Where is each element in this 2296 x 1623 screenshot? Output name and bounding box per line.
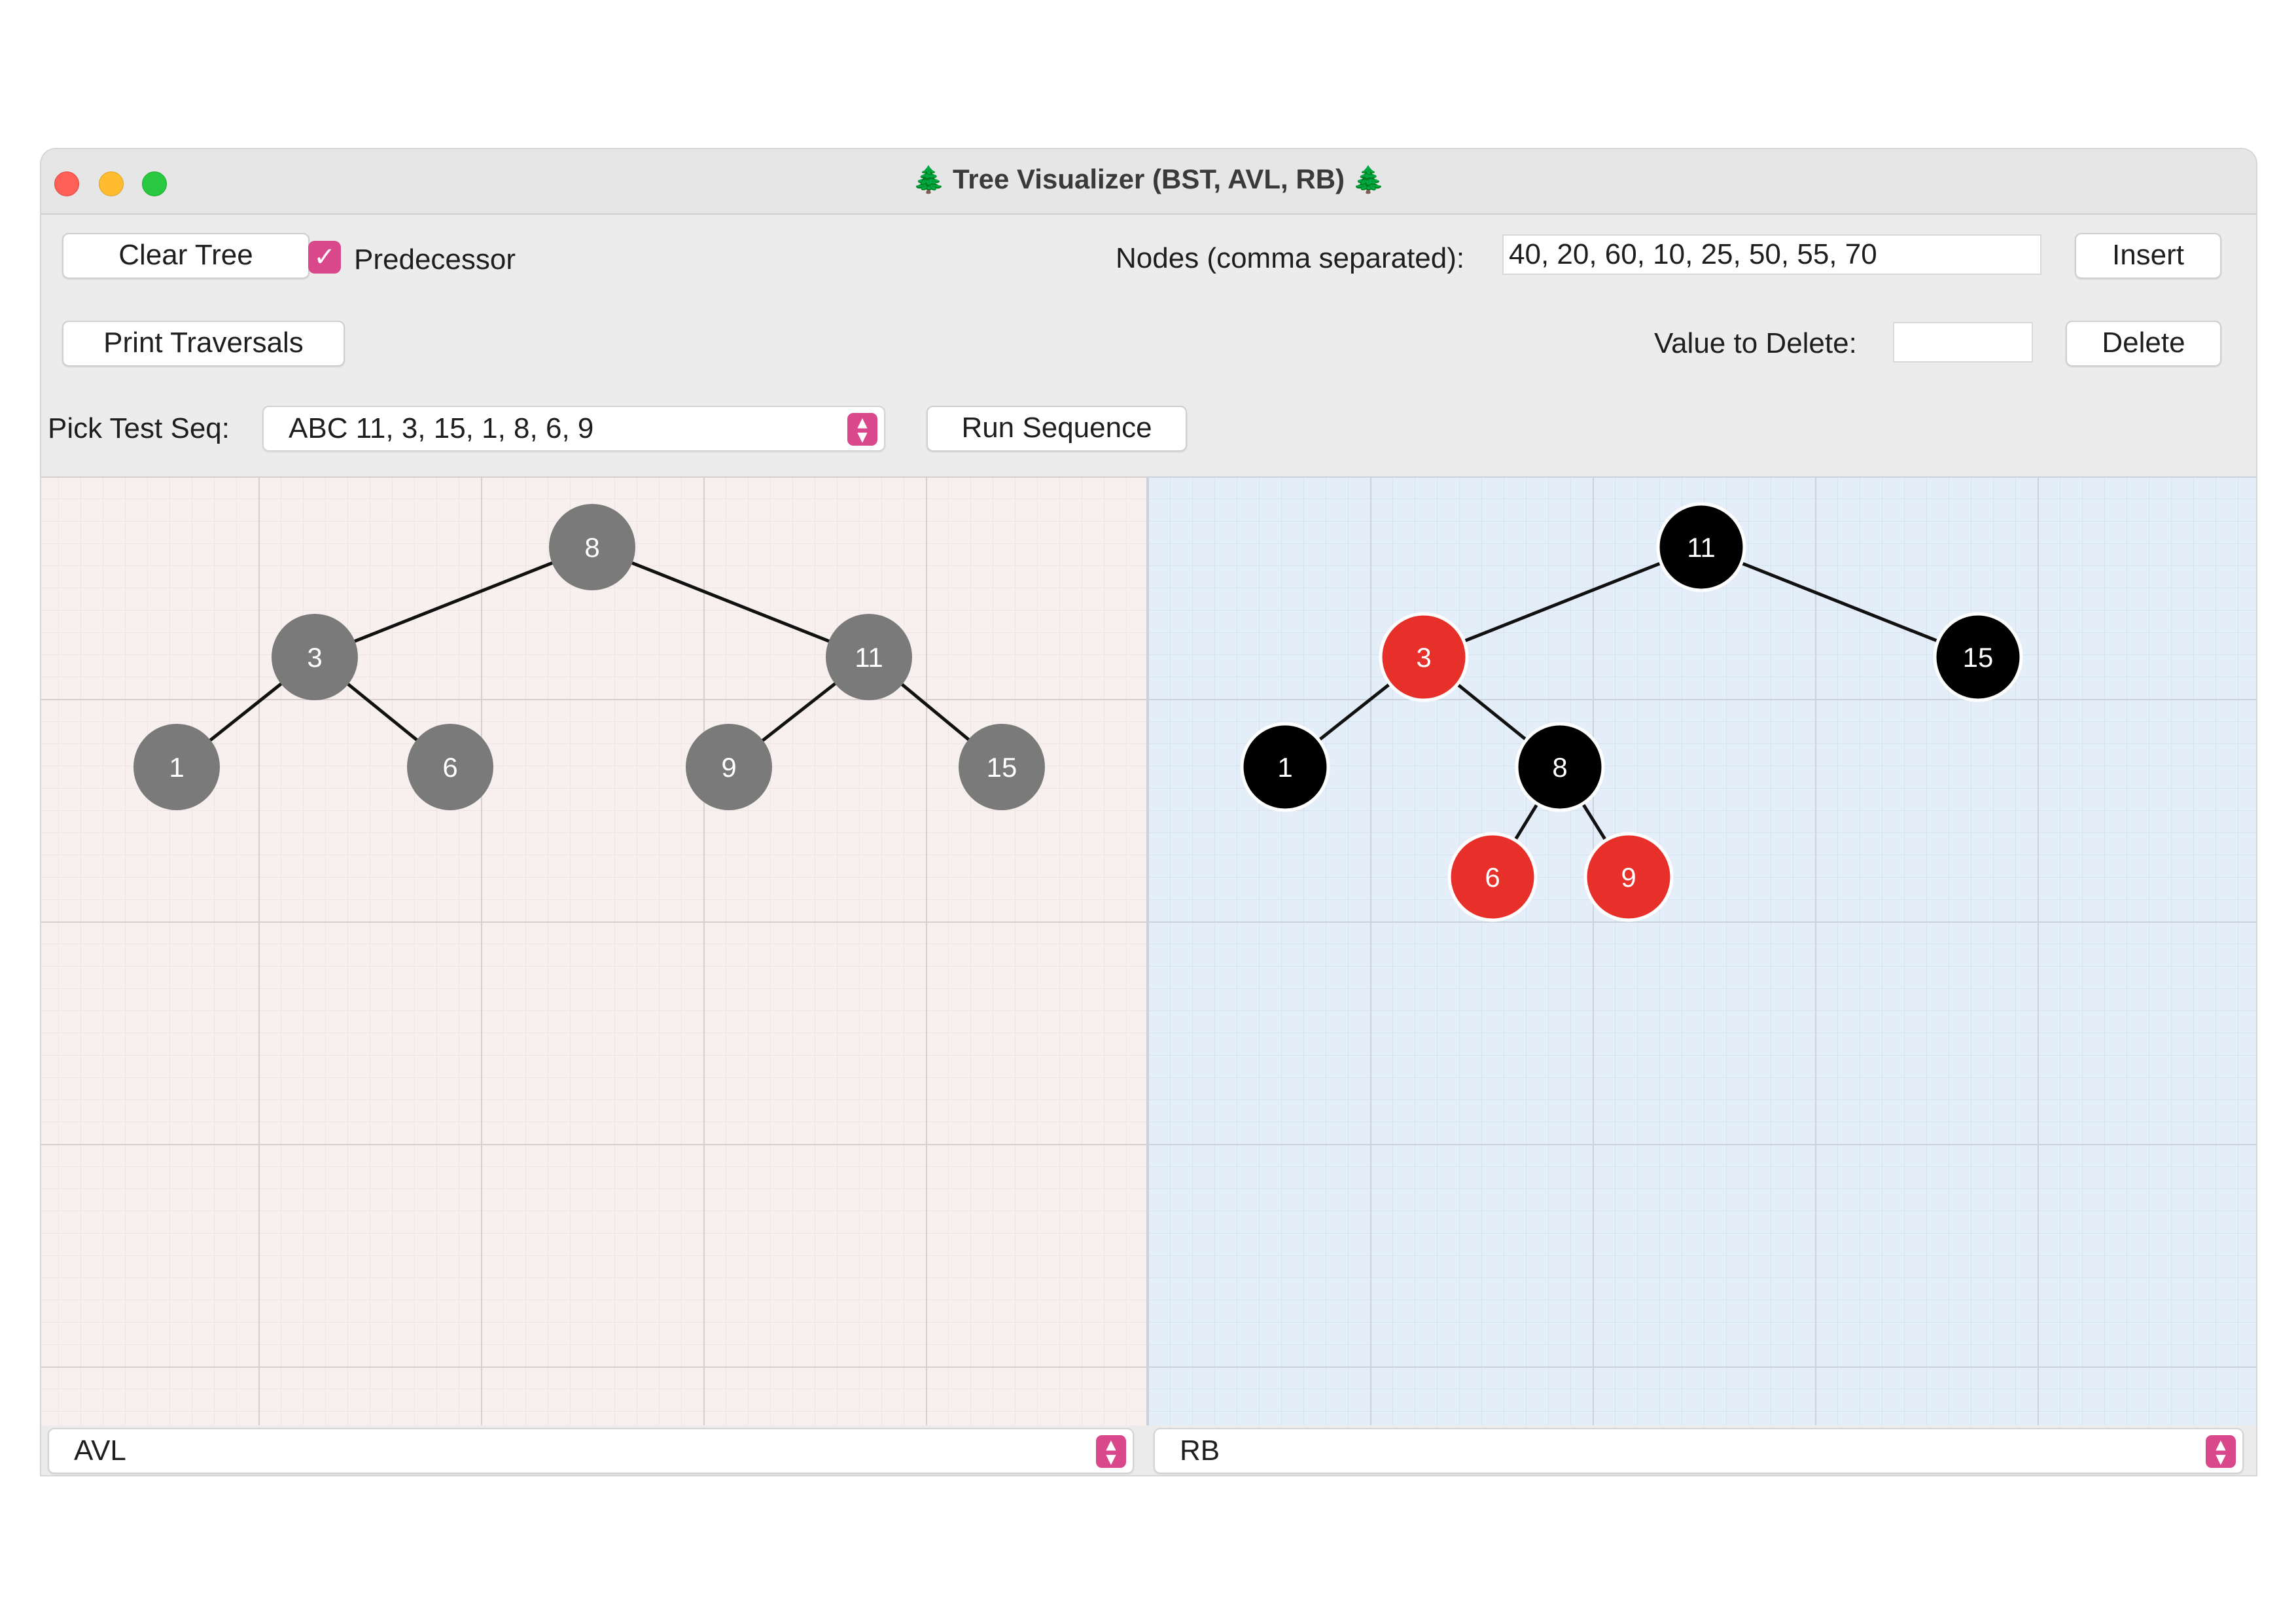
avl-node-circle <box>959 724 1045 810</box>
avl-node-circle <box>407 724 493 810</box>
rb-node-11[interactable]: 11 <box>1656 502 1746 592</box>
avl-node-label: 15 <box>987 752 1017 783</box>
right-tree-canvas[interactable]: 11 3 15 1 8 6 9 <box>1146 476 2256 1425</box>
rb-node-8[interactable]: 8 <box>1515 722 1605 812</box>
tree-icon: 🌲 <box>912 166 945 194</box>
rb-edge-r11-r15 <box>1701 545 1979 659</box>
window-title: 🌲 Tree Visualizer (BST, AVL, RB) 🌲 <box>41 164 2256 195</box>
rb-node-circle <box>1240 722 1330 812</box>
minimize-window-button[interactable] <box>99 171 124 196</box>
clear-tree-button[interactable]: Clear Tree <box>62 233 309 279</box>
avl-node-label: 11 <box>855 642 883 673</box>
avl-node-label: 1 <box>169 752 184 783</box>
rb-node-circle <box>1933 612 2023 702</box>
avl-node-8[interactable]: 8 <box>549 504 635 590</box>
avl-node-circle <box>133 724 220 810</box>
print-traversals-button[interactable]: Print Traversals <box>62 321 345 366</box>
avl-node-1[interactable]: 1 <box>133 724 220 810</box>
rb-node-circle <box>1656 502 1746 592</box>
select-stepper-icon: ▲ ▼ <box>847 413 877 446</box>
rb-node-label: 9 <box>1621 862 1636 893</box>
rb-node-circle <box>1447 832 1538 922</box>
insert-button[interactable]: Insert <box>2075 233 2221 279</box>
delete-button[interactable]: Delete <box>2066 321 2221 366</box>
avl-node-15[interactable]: 15 <box>959 724 1045 810</box>
predecessor-checkbox[interactable]: ✓ <box>308 241 341 274</box>
rb-node-circle <box>1515 722 1605 812</box>
rb-node-15[interactable]: 15 <box>1933 612 2023 702</box>
avl-node-circle <box>272 614 358 700</box>
left-tree-type-value: AVL <box>74 1435 126 1467</box>
rb-node-6[interactable]: 6 <box>1447 832 1538 922</box>
avl-edge-n8-n3 <box>314 545 593 659</box>
delete-value-input[interactable] <box>1893 322 2033 363</box>
run-sequence-button[interactable]: Run Sequence <box>927 406 1187 452</box>
rb-node-3[interactable]: 3 <box>1379 612 1469 702</box>
avl-node-label: 3 <box>307 642 322 673</box>
nodes-label: Nodes (comma separated): <box>1116 242 1465 274</box>
rb-edge-r11-r3 <box>1423 545 1702 659</box>
bottom-bar: AVL ▲ ▼ RB ▲ ▼ <box>41 1425 2256 1475</box>
right-tree-type-select[interactable]: RB ▲ ▼ <box>1154 1428 2244 1474</box>
left-tree-canvas[interactable]: 8 3 11 1 6 9 15 <box>41 476 1146 1425</box>
avl-node-3[interactable]: 3 <box>272 614 358 700</box>
avl-node-circle <box>826 614 912 700</box>
test-sequence-select[interactable]: ABC 11, 3, 15, 1, 8, 6, 9 ▲ ▼ <box>262 406 885 452</box>
rb-node-label: 11 <box>1687 532 1716 563</box>
rb-node-label: 1 <box>1277 752 1292 783</box>
rb-node-label: 6 <box>1485 862 1500 893</box>
avl-node-label: 8 <box>584 532 599 563</box>
avl-node-label: 6 <box>442 752 457 783</box>
avl-edge-n8-n11 <box>592 545 870 659</box>
rb-node-9[interactable]: 9 <box>1583 832 1674 922</box>
avl-node-6[interactable]: 6 <box>407 724 493 810</box>
right-tree-type-value: RB <box>1180 1435 1220 1467</box>
rb-node-label: 3 <box>1416 642 1431 673</box>
test-sequence-value: ABC 11, 3, 15, 1, 8, 6, 9 <box>289 412 594 444</box>
avl-tree-graph: 83 111 6 9 15 <box>133 504 1045 810</box>
rb-node-label: 8 <box>1552 752 1567 783</box>
app-window: 🌲 Tree Visualizer (BST, AVL, RB) 🌲 Clear… <box>41 149 2256 1475</box>
select-stepper-icon: ▲ ▼ <box>2206 1435 2236 1468</box>
avl-node-circle <box>549 504 635 590</box>
rb-node-1[interactable]: 1 <box>1240 722 1330 812</box>
tree-icon: 🌲 <box>1352 166 1385 194</box>
window-title-text: Tree Visualizer (BST, AVL, RB) <box>952 164 1345 194</box>
rb-tree-graph: 11 3 15 1 8 6 9 <box>1240 502 2023 922</box>
rb-node-circle <box>1583 832 1674 922</box>
avl-node-9[interactable]: 9 <box>686 724 772 810</box>
pick-test-seq-label: Pick Test Seq: <box>48 412 230 444</box>
close-window-button[interactable] <box>54 171 79 196</box>
nodes-input[interactable]: 40, 20, 60, 10, 25, 50, 55, 70 <box>1502 234 2041 275</box>
avl-node-circle <box>686 724 772 810</box>
title-bar[interactable]: 🌲 Tree Visualizer (BST, AVL, RB) 🌲 <box>41 149 2256 215</box>
left-tree-type-select[interactable]: AVL ▲ ▼ <box>48 1428 1134 1474</box>
delete-value-label: Value to Delete: <box>1654 327 1857 359</box>
maximize-window-button[interactable] <box>142 171 167 196</box>
select-stepper-icon: ▲ ▼ <box>1096 1435 1126 1468</box>
rb-node-circle <box>1379 612 1469 702</box>
avl-node-11[interactable]: 11 <box>826 614 912 700</box>
predecessor-label: Predecessor <box>354 243 516 276</box>
rb-node-label: 15 <box>1963 642 1994 673</box>
avl-node-label: 9 <box>721 752 736 783</box>
